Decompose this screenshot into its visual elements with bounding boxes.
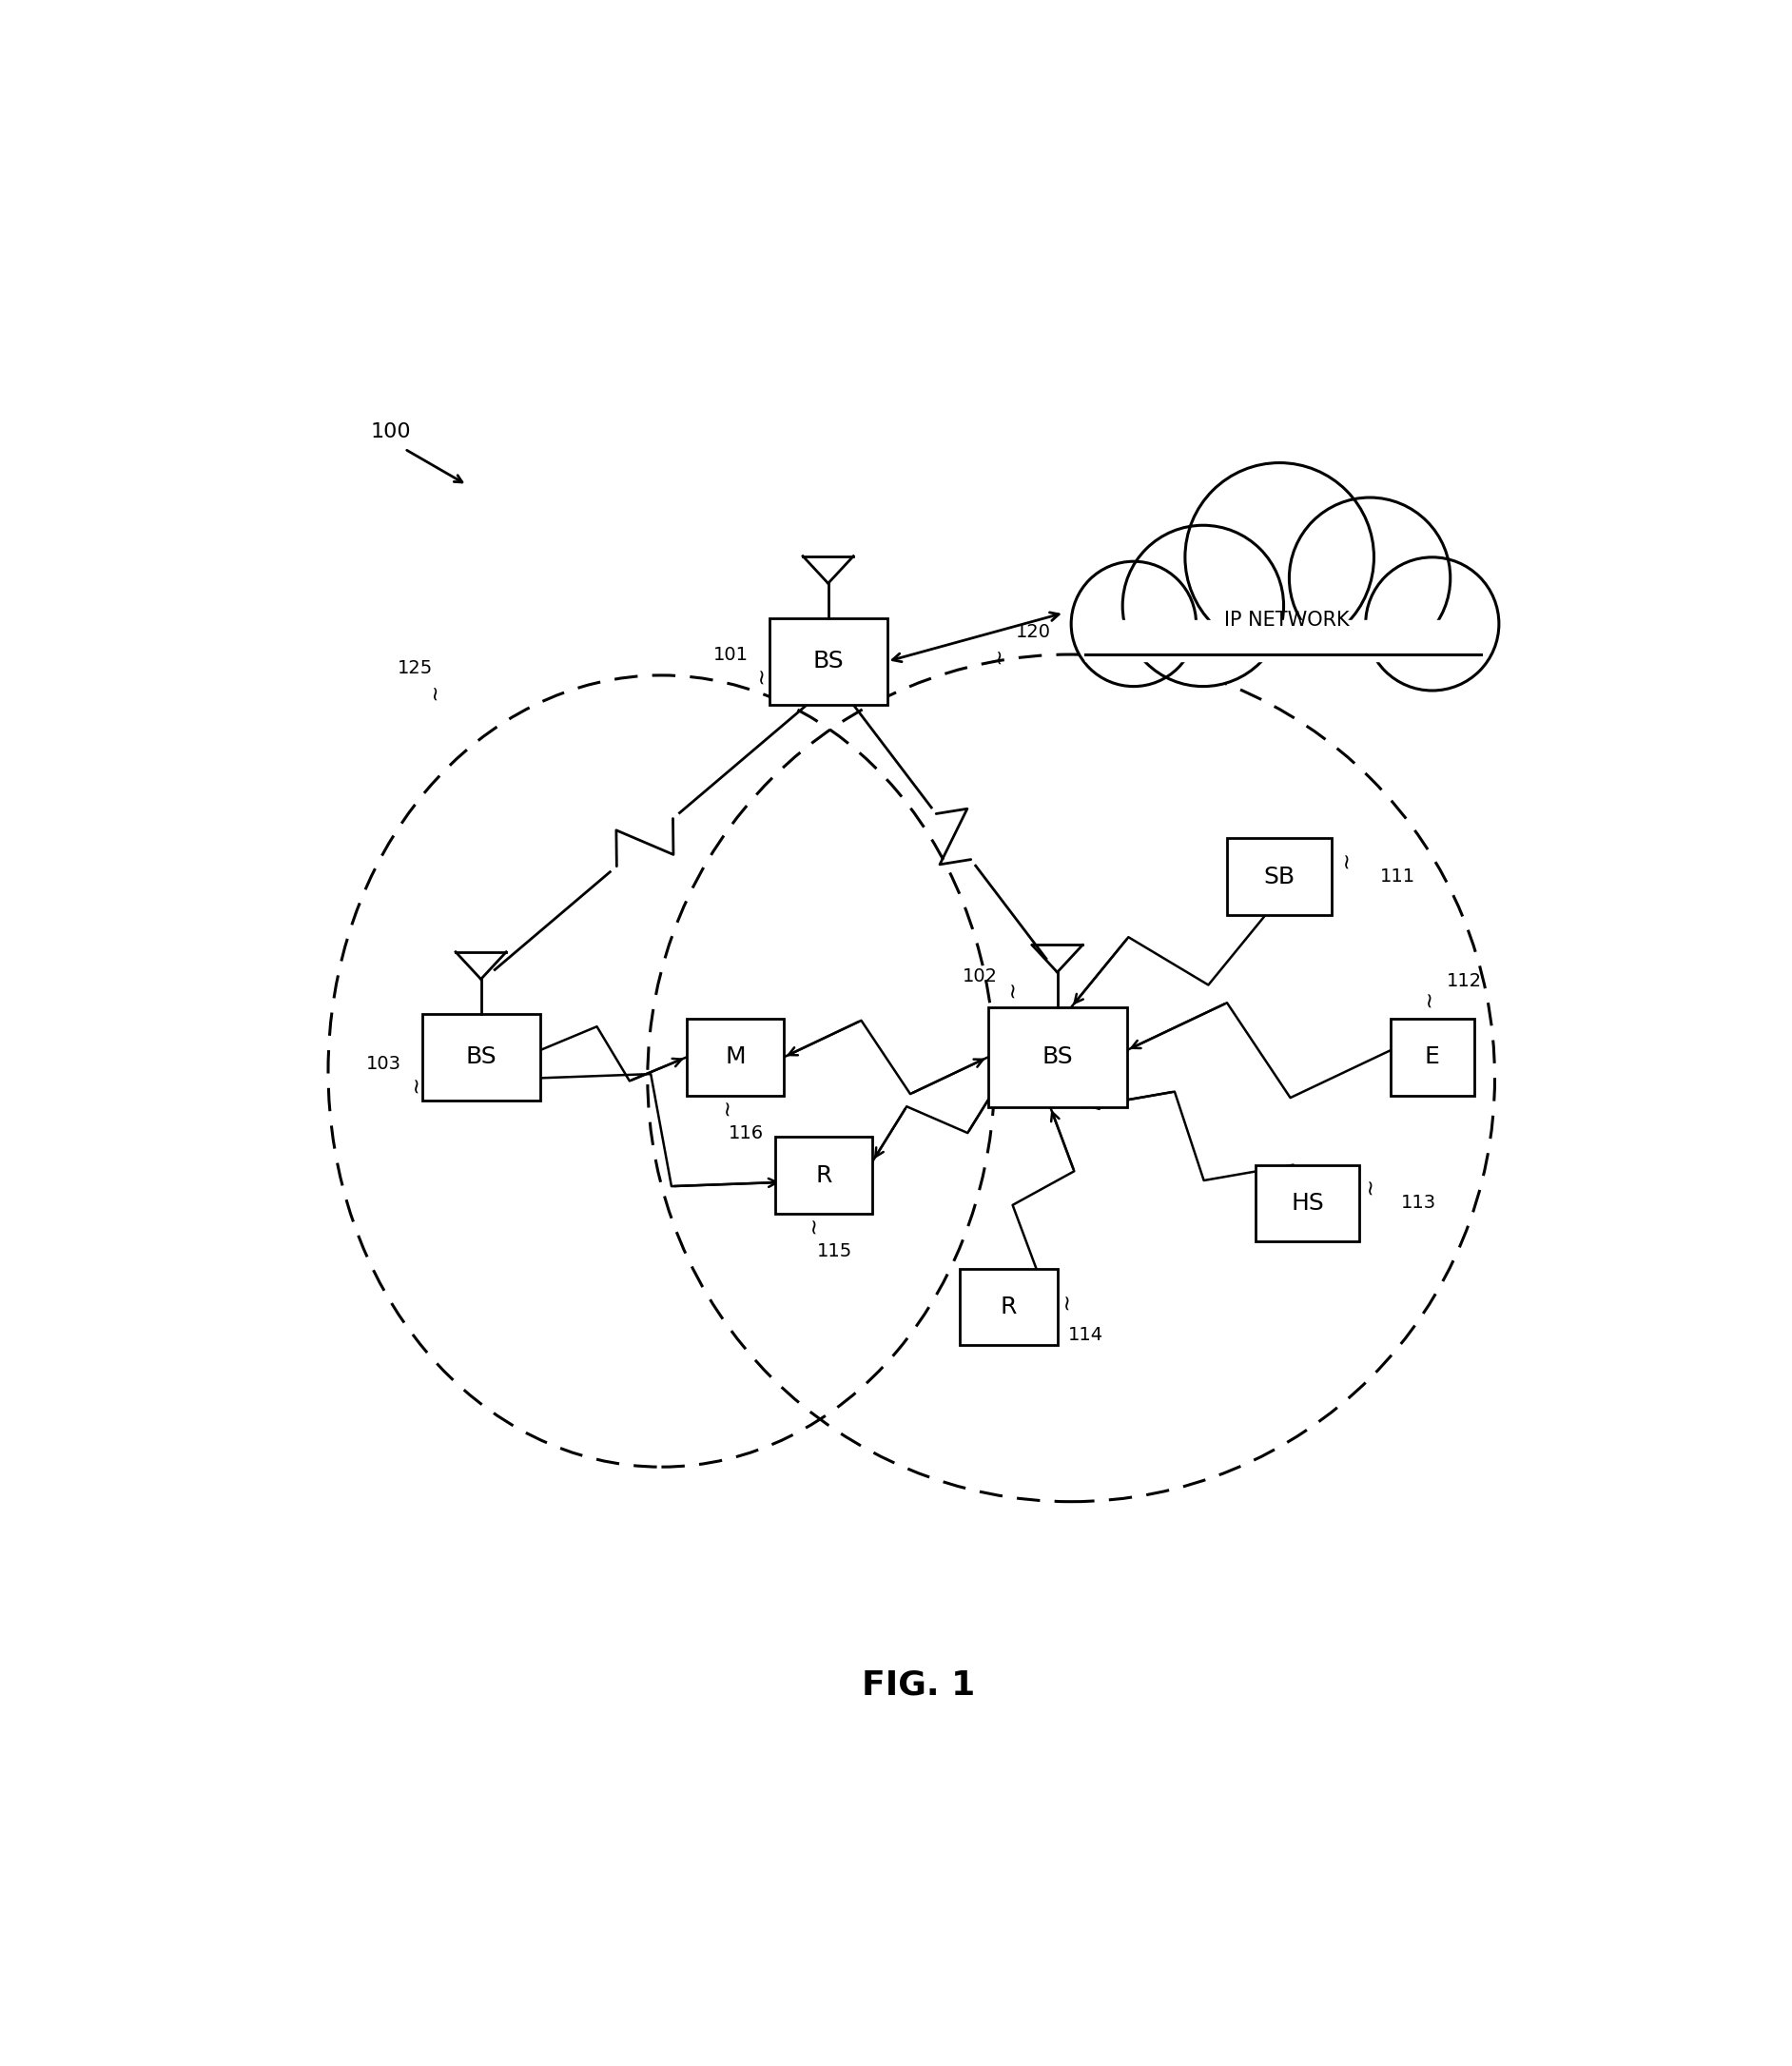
Text: 120: 120: [1016, 624, 1050, 640]
Text: R: R: [815, 1163, 831, 1186]
FancyBboxPatch shape: [421, 1014, 539, 1101]
Text: ∼: ∼: [801, 1219, 819, 1238]
FancyBboxPatch shape: [769, 618, 887, 705]
Text: R: R: [1000, 1295, 1016, 1318]
Text: ∼: ∼: [1357, 1180, 1376, 1198]
Text: ∼: ∼: [1000, 983, 1018, 1000]
Text: IP NETWORK: IP NETWORK: [1224, 609, 1349, 630]
Text: 116: 116: [728, 1124, 763, 1142]
Text: E: E: [1425, 1045, 1439, 1068]
Circle shape: [1185, 463, 1374, 651]
Text: M: M: [724, 1045, 745, 1068]
FancyBboxPatch shape: [776, 1136, 873, 1213]
Text: ∼: ∼: [423, 686, 443, 702]
FancyBboxPatch shape: [1254, 1165, 1360, 1242]
Text: 100: 100: [371, 424, 410, 442]
Text: ∼: ∼: [715, 1101, 733, 1120]
Text: 125: 125: [398, 659, 434, 678]
Text: BS: BS: [1041, 1045, 1073, 1068]
FancyBboxPatch shape: [1391, 1019, 1473, 1095]
Text: 101: 101: [713, 645, 749, 663]
Text: ∼: ∼: [403, 1078, 421, 1097]
Circle shape: [1288, 498, 1450, 659]
FancyBboxPatch shape: [686, 1019, 783, 1095]
Circle shape: [1366, 558, 1498, 690]
FancyBboxPatch shape: [1228, 839, 1331, 915]
Text: ∼: ∼: [749, 669, 767, 686]
Text: ∼: ∼: [1419, 612, 1439, 628]
Text: HS: HS: [1290, 1192, 1324, 1215]
Text: 111: 111: [1380, 868, 1416, 886]
Text: BS: BS: [812, 651, 844, 674]
Text: SB: SB: [1263, 866, 1296, 888]
Text: ∼: ∼: [1054, 1295, 1072, 1314]
Text: 102: 102: [962, 967, 998, 985]
FancyBboxPatch shape: [987, 1008, 1127, 1107]
Text: 115: 115: [817, 1242, 853, 1260]
Text: 114: 114: [1068, 1326, 1104, 1345]
Circle shape: [1122, 525, 1283, 686]
Text: BS: BS: [466, 1045, 496, 1068]
Text: 112: 112: [1446, 971, 1482, 990]
Text: 103: 103: [366, 1056, 401, 1072]
Text: ∼: ∼: [1416, 994, 1435, 1010]
Circle shape: [1072, 562, 1197, 686]
Text: ∼: ∼: [1333, 853, 1353, 872]
Text: 113: 113: [1401, 1194, 1437, 1213]
FancyBboxPatch shape: [961, 1269, 1057, 1345]
Text: FIG. 1: FIG. 1: [862, 1669, 975, 1700]
Text: ∼: ∼: [987, 651, 1005, 667]
Text: 130: 130: [1443, 628, 1478, 647]
